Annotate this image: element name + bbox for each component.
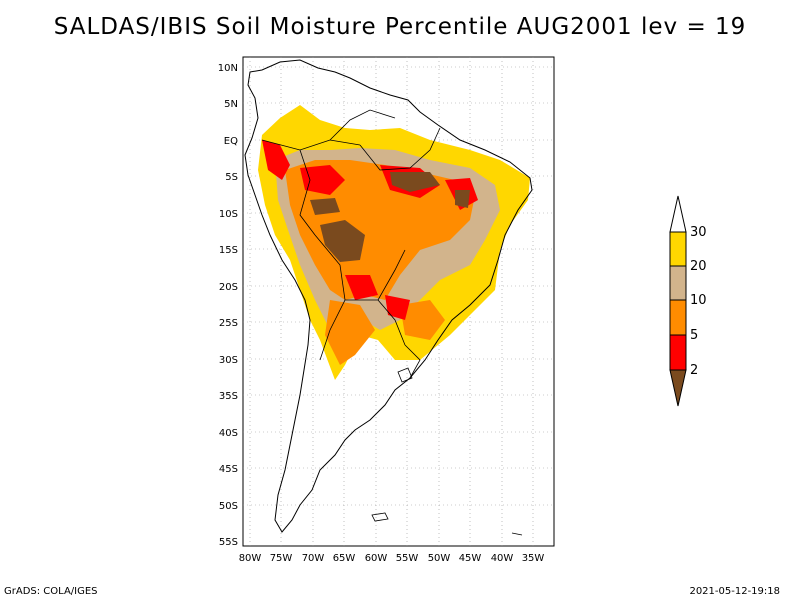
colorbar-below-2	[669, 369, 687, 407]
continent-outline	[244, 59, 533, 533]
footer-timestamp: 2021-05-12-19:18	[689, 586, 780, 597]
lat-label: 55S	[219, 537, 238, 548]
south-georgia	[511, 532, 523, 536]
lon-label: 65W	[333, 553, 356, 564]
colorbar-label: 2	[690, 363, 698, 378]
map-title: SALDAS/IBIS Soil Moisture Percentile AUG…	[53, 14, 747, 40]
lat-label: 25S	[219, 318, 238, 329]
region-below-2-b	[320, 220, 365, 262]
colorbar-2-5	[669, 334, 687, 371]
colorbar-label: 30	[690, 225, 707, 240]
lon-label: 70W	[302, 553, 325, 564]
lake-outline	[397, 367, 413, 383]
lon-label: 50W	[428, 553, 451, 564]
lat-axis: 10N 5N EQ 5S 10S 15S 20S 25S 30S 35S 40S…	[218, 63, 238, 548]
colorbar-above-30	[669, 195, 687, 233]
lat-label: 10S	[219, 209, 238, 220]
region-below-2-d	[455, 190, 470, 208]
lat-label: 50S	[219, 501, 238, 512]
footer-credit: GrADS: COLA/IGES	[4, 586, 98, 597]
region-2-5-west	[262, 140, 290, 180]
region-below-2-c	[310, 198, 340, 215]
lon-label: 80W	[239, 553, 262, 564]
colorbar-5-10	[669, 299, 687, 336]
lon-label: 55W	[396, 553, 419, 564]
lat-label: 20S	[219, 282, 238, 293]
lon-label: 45W	[459, 553, 482, 564]
colorbar-label: 20	[690, 259, 707, 274]
lat-label: 40S	[219, 428, 238, 439]
colorbar-label: 5	[690, 328, 698, 343]
lon-label: 60W	[365, 553, 388, 564]
region-below-2-a	[390, 172, 440, 192]
lon-label: 75W	[270, 553, 293, 564]
country-borders	[261, 109, 441, 379]
lon-label: 35W	[522, 553, 545, 564]
lat-label: 5S	[225, 172, 238, 183]
falkland-islands	[371, 512, 389, 522]
lat-label: 35S	[219, 391, 238, 402]
region-5-10-se	[400, 300, 445, 340]
lat-label: 45S	[219, 464, 238, 475]
lat-label: 5N	[224, 99, 238, 110]
region-5-10-south	[325, 300, 375, 365]
plot-frame	[242, 56, 555, 547]
colorbar-label: 10	[690, 293, 707, 308]
colorbar-labels: 30 20 10 5 2	[690, 225, 707, 378]
colorbar-20-30	[669, 231, 687, 267]
region-5-10	[285, 160, 475, 300]
region-2-5-e	[385, 295, 410, 320]
region-2-5-a	[300, 165, 345, 195]
region-2-5-d	[345, 275, 378, 300]
lat-label: EQ	[224, 136, 238, 147]
lat-label: 10N	[218, 63, 238, 74]
colorbar	[669, 195, 687, 407]
lon-label: 40W	[491, 553, 514, 564]
lat-label: 30S	[219, 355, 238, 366]
lat-label: 15S	[219, 245, 238, 256]
percentile-shading	[258, 105, 530, 380]
colorbar-10-20	[669, 265, 687, 301]
lon-axis: 80W 75W 70W 65W 60W 55W 50W 45W 40W 35W	[239, 553, 545, 564]
